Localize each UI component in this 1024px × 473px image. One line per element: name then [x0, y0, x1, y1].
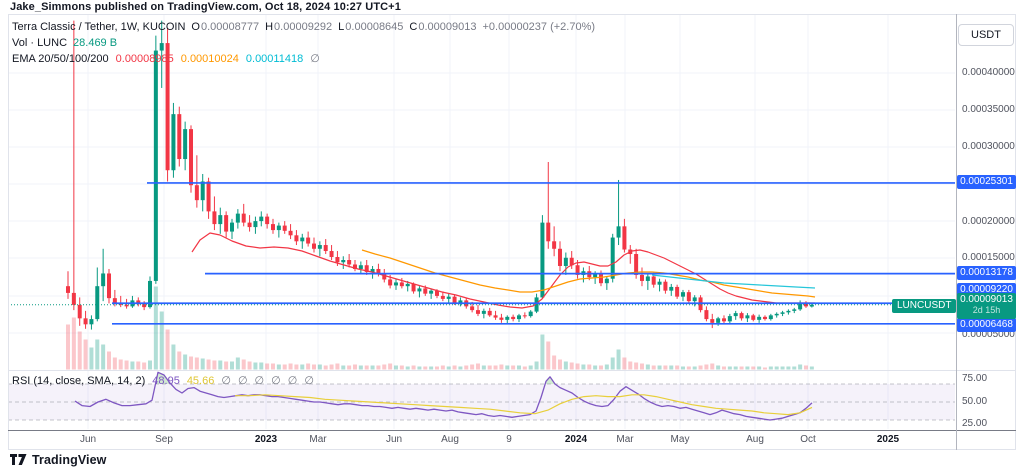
time-axis-tick: Sep: [155, 434, 173, 445]
price-axis-tick: 0.00020000: [962, 216, 1015, 227]
tradingview-brand-text: TradingView: [32, 452, 107, 467]
volume-value: 28.469 B: [73, 37, 118, 49]
ema-value: 0.00008985: [115, 53, 174, 65]
rsi-value: 45.66: [186, 375, 215, 387]
rsi-title[interactable]: RSI (14, close, SMA, 14, 2): [12, 375, 146, 387]
ohlc-value: 0.00008645: [345, 21, 404, 33]
time-axis-tick: 2024: [564, 434, 588, 445]
plot-area: [9, 15, 955, 429]
rsi-axis-tick: 50.00: [962, 396, 988, 407]
time-axis-tick: Oct: [800, 434, 816, 445]
current-price-value: 0.00009013: [960, 294, 1013, 305]
time-axis-tick: Mar: [616, 434, 634, 445]
currency-toggle-button[interactable]: USDT: [958, 24, 1014, 46]
legend-symbol-row: Terra Classic / Tether, 1W, KUCOIN O0.000…: [12, 19, 595, 35]
ohlc-key: H: [265, 21, 274, 33]
tradingview-watermark[interactable]: TradingView: [10, 452, 107, 467]
ohlc-value: 0.00008777: [200, 21, 260, 33]
time-axis-tick: Mar: [309, 434, 327, 445]
level-price-label: 0.00006468: [957, 318, 1016, 332]
ema-value: 0.00011418: [245, 53, 304, 65]
price-axis-tick: 0.00015000: [962, 252, 1015, 263]
chart-legend: Terra Classic / Tether, 1W, KUCOIN O0.000…: [12, 19, 595, 67]
time-axis-tick: 2025: [876, 434, 900, 445]
ema-label[interactable]: EMA 20/50/100/200: [12, 53, 109, 65]
ohlc-key: O: [191, 21, 200, 33]
published-byline: Jake_Simmons published on TradingView.co…: [10, 1, 401, 13]
legend-ema-row: EMA 20/50/100/200 0.00008985 0.00010024 0.0…: [12, 51, 595, 67]
rsi-axis-tick: 25.00: [962, 418, 988, 429]
rsi-value: ∅: [221, 375, 231, 387]
level-price-label: 0.00025301: [957, 175, 1016, 189]
rsi-value: ∅: [237, 375, 248, 387]
rsi-value: ∅: [254, 375, 265, 387]
rsi-axis-tick: 75.00: [962, 373, 988, 384]
current-price-label: 0.00009013 2d 15h: [957, 293, 1016, 319]
ohlc-key: C: [409, 21, 418, 33]
time-axis-tick: Aug: [441, 434, 459, 445]
ema-value: ∅: [310, 53, 320, 65]
rsi-legend: RSI (14, close, SMA, 14, 2) 48.95 45.66 ∅ ∅ ∅…: [12, 374, 314, 387]
change-value: +0.00000237 (+2.70%): [482, 21, 596, 33]
rsi-value: ∅: [271, 375, 281, 387]
chart-widget: [8, 14, 1016, 450]
price-axis-tick: 0.00035000: [962, 104, 1015, 115]
ohlc-value: 0.00009013: [418, 21, 477, 33]
volume-label[interactable]: Vol · LUNC: [12, 37, 68, 49]
ohlc-key: L: [338, 21, 345, 33]
time-axis-tick: 2023: [254, 434, 278, 445]
symbol-title[interactable]: Terra Classic / Tether, 1W, KUCOIN: [12, 21, 186, 33]
tradingview-logo-icon: [10, 454, 27, 465]
ema-value: 0.00010024: [180, 53, 239, 65]
time-axis-tick: 9: [506, 434, 512, 445]
price-axis-tick: 0.00005000: [962, 329, 1015, 340]
symbol-price-tag: LUNCUSDT: [892, 299, 957, 313]
price-axis-tick: 0.00040000: [962, 67, 1015, 78]
rsi-value: ∅: [304, 375, 314, 387]
time-axis-tick: Jun: [79, 434, 97, 445]
time-axis-tick: Aug: [746, 434, 764, 445]
rsi-value: ∅: [287, 375, 298, 387]
time-axis-tick: May: [670, 434, 690, 445]
price-axis-tick: 0.00030000: [962, 141, 1015, 152]
rsi-value: 48.95: [152, 375, 180, 387]
legend-volume-row: Vol · LUNC 28.469 B: [12, 35, 595, 51]
time-axis-tick: Jun: [385, 434, 403, 445]
bar-countdown: 2d 15h: [972, 305, 1001, 315]
ohlc-value: 0.00009292: [274, 21, 333, 33]
level-price-label: 0.00013178: [957, 266, 1016, 280]
